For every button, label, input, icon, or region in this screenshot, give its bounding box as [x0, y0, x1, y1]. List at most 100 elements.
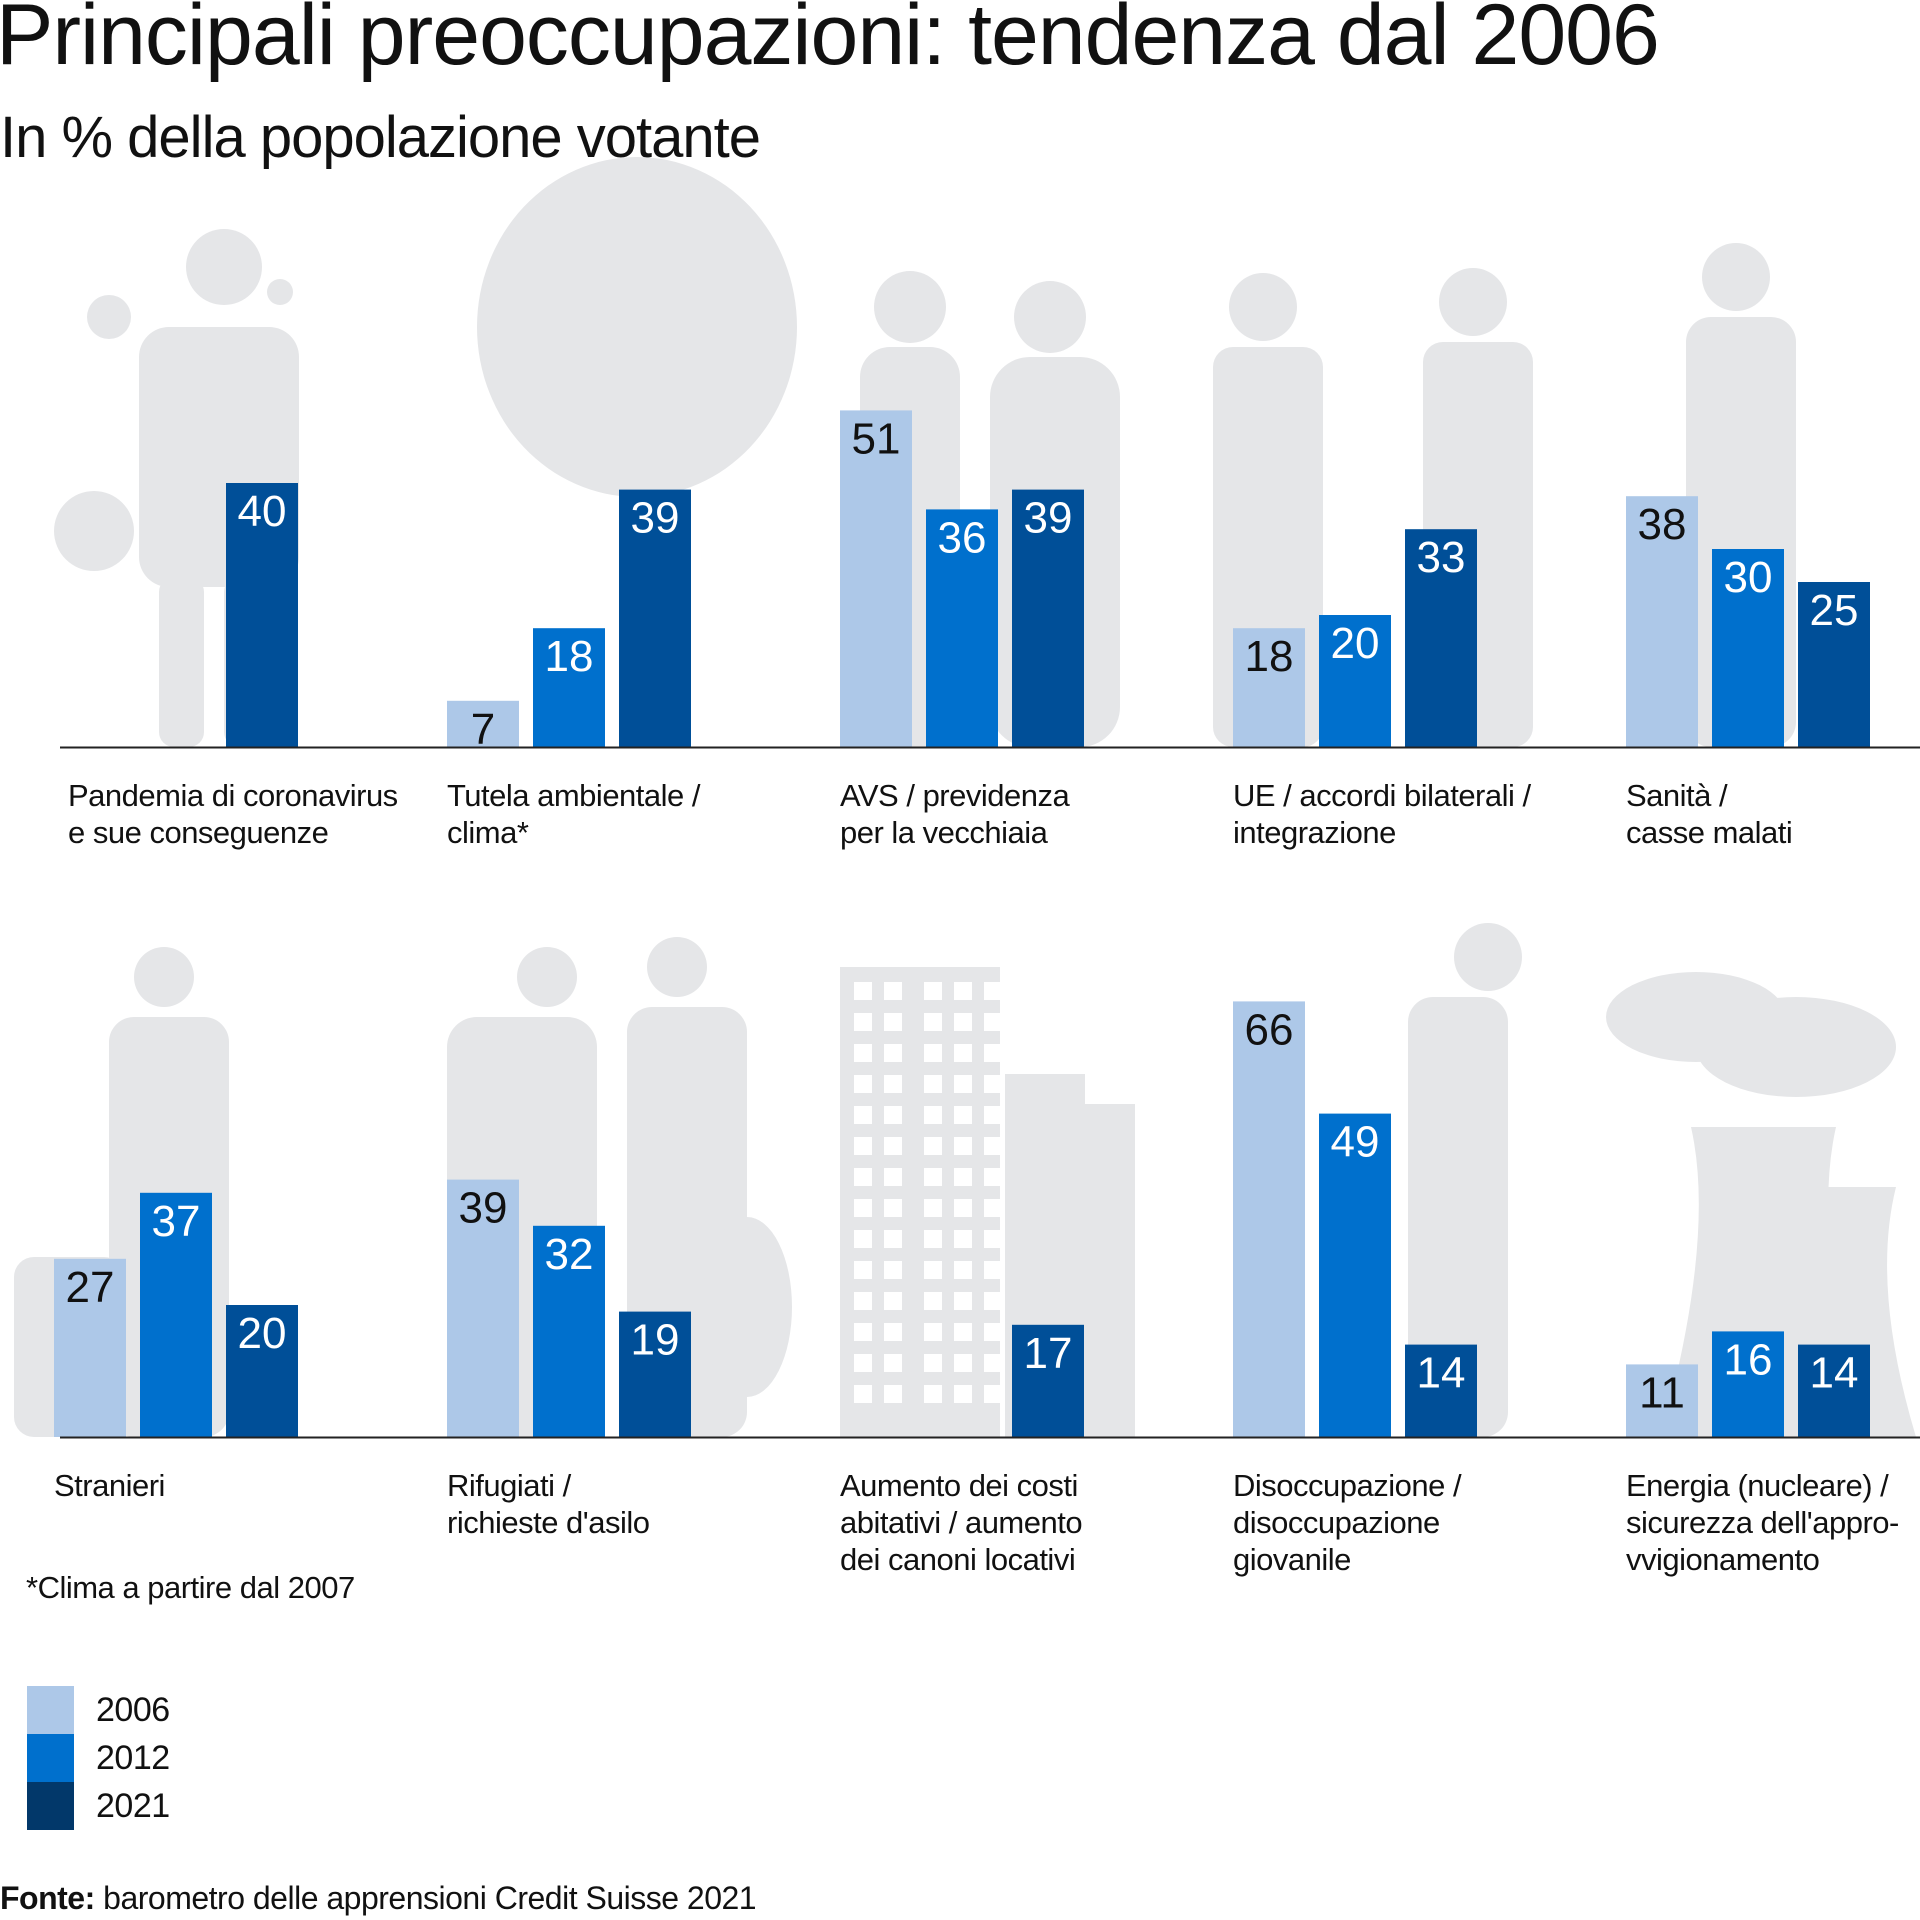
building-window [924, 1385, 942, 1403]
bar-value-label: 27 [66, 1263, 115, 1312]
bar-value-label: 20 [1331, 619, 1380, 668]
bar-2012 [1712, 549, 1784, 747]
category-label: AVS / previdenza per la vecchiaia [840, 778, 1070, 850]
building-window [984, 1013, 1002, 1031]
building-window [954, 982, 972, 1000]
nuclear-plant-silhouette [1696, 997, 1896, 1097]
building-window [984, 1075, 1002, 1093]
building-window [884, 1075, 902, 1093]
building-window [984, 982, 1002, 1000]
source-label: Fonte: [0, 1880, 95, 1916]
building-window [884, 1230, 902, 1248]
bar-value-label: 16 [1724, 1335, 1773, 1384]
building-window [924, 1075, 942, 1093]
building-window [854, 1354, 872, 1372]
category-label: Disoccupazione / disoccupazione giovanil… [1233, 1468, 1462, 1577]
bar-2012 [926, 509, 998, 747]
refugees-silhouette [647, 937, 707, 997]
building-window [984, 1323, 1002, 1341]
bar-value-label: 49 [1331, 1118, 1380, 1167]
building-window [984, 1168, 1002, 1186]
building-window [954, 1137, 972, 1155]
bar-2012 [533, 1225, 605, 1437]
source: Fonte: barometro delle apprensioni Credi… [0, 1880, 757, 1917]
doctor-silhouette [1702, 243, 1770, 311]
handshake-silhouette [1229, 273, 1297, 341]
building-window [884, 1199, 902, 1217]
bar-2006 [447, 700, 519, 747]
bar-2006 [1233, 628, 1305, 747]
doctor-virus-silhouette [267, 279, 293, 305]
building-window [984, 1106, 1002, 1124]
building-window [924, 1199, 942, 1217]
building-window [854, 1075, 872, 1093]
traveler-silhouette [134, 947, 194, 1007]
bar-2021 [1798, 1344, 1870, 1437]
doctor-virus-silhouette [87, 295, 131, 339]
building-window [884, 1137, 902, 1155]
footnote: *Clima a partire dal 2007 [26, 1570, 355, 1605]
building-window [984, 1199, 1002, 1217]
building-window [854, 1385, 872, 1403]
building-window [854, 1137, 872, 1155]
bar-value-label: 40 [238, 487, 287, 536]
bar-value-label: 17 [1024, 1329, 1073, 1378]
bar-2021 [619, 1311, 691, 1437]
category-label: Stranieri [54, 1468, 165, 1503]
legend-swatch-2012 [27, 1734, 74, 1782]
bar-2021 [1405, 529, 1477, 747]
tree-silhouette [477, 157, 797, 497]
building-window [954, 1013, 972, 1031]
bar-value-label: 36 [938, 513, 987, 562]
bar-value-label: 39 [459, 1184, 508, 1233]
building-window [954, 1261, 972, 1279]
category-label: Pandemia di coronavirus e sue conseguenz… [68, 778, 398, 850]
building-window [884, 1261, 902, 1279]
handshake-silhouette [1439, 268, 1507, 336]
legend-label: 2012 [96, 1738, 170, 1777]
bar-2021 [1012, 1324, 1084, 1437]
building-window [984, 1044, 1002, 1062]
bar-value-label: 30 [1724, 553, 1773, 602]
building-window [884, 1106, 902, 1124]
legend-item-2006: 2006 [27, 1686, 170, 1734]
building-window [854, 1323, 872, 1341]
legend-label: 2006 [96, 1690, 170, 1729]
category-label: Sanità / casse malati [1626, 778, 1793, 850]
category-label: UE / accordi bilaterali / integrazione [1233, 778, 1531, 850]
building-window [924, 1013, 942, 1031]
refugees-silhouette [702, 1217, 792, 1397]
bar-2012 [140, 1192, 212, 1437]
building-window [954, 1168, 972, 1186]
bar-value-label: 25 [1810, 586, 1859, 635]
building-window [924, 1354, 942, 1372]
building-window [884, 982, 902, 1000]
building-window [854, 1013, 872, 1031]
building-window [954, 1354, 972, 1372]
building-window [884, 1013, 902, 1031]
bar-2006 [1626, 1364, 1698, 1437]
legend: 2006 2012 2021 [27, 1686, 170, 1830]
bar-value-label: 18 [1245, 632, 1294, 681]
building-window [954, 1199, 972, 1217]
building-window [884, 1385, 902, 1403]
bar-2021 [1405, 1344, 1477, 1437]
building-window [954, 1292, 972, 1310]
building-window [954, 1044, 972, 1062]
bar-2012 [533, 628, 605, 747]
building-window [954, 1323, 972, 1341]
bar-2006 [447, 1179, 519, 1437]
bar-value-label: 20 [238, 1309, 287, 1358]
source-text: barometro delle apprensioni Credit Suiss… [103, 1880, 757, 1916]
building-window [854, 1199, 872, 1217]
bar-value-label: 51 [852, 414, 901, 463]
building-window [884, 1292, 902, 1310]
bar-value-label: 39 [1024, 494, 1073, 543]
building-window [884, 1323, 902, 1341]
bar-value-label: 66 [1245, 1005, 1294, 1054]
building-window [854, 1044, 872, 1062]
bar-2006 [1233, 1001, 1305, 1437]
building-window [984, 1292, 1002, 1310]
building-window [954, 1075, 972, 1093]
